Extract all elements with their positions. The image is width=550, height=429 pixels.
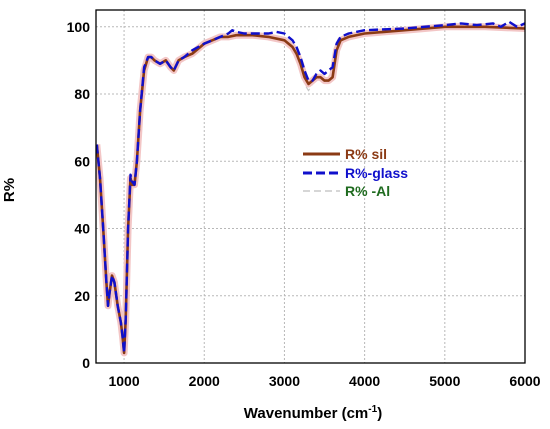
y-tick-label: 40 xyxy=(74,221,90,237)
y-tick-label: 60 xyxy=(74,153,90,169)
y-tick-label: 100 xyxy=(67,19,91,35)
tick-labels: 1000 2000 3000 4000 5000 6000 0 20 40 60 80 100 xyxy=(67,19,541,389)
x-tick-label: 2000 xyxy=(189,373,220,389)
x-axis-label-superscript: -1 xyxy=(368,404,377,415)
x-axis-label: Wavenumber (cm-1) xyxy=(244,404,382,422)
x-tick-label: 5000 xyxy=(429,373,460,389)
series-line-0 xyxy=(96,25,525,355)
y-tick-label: 0 xyxy=(82,355,90,371)
x-tick-label: 4000 xyxy=(349,373,380,389)
series-layer xyxy=(96,20,525,357)
x-axis-label-close: ) xyxy=(377,405,382,422)
series-line-2 xyxy=(96,26,525,354)
x-axis-label-main: Wavenumber (cm xyxy=(244,405,368,422)
y-tick-label: 80 xyxy=(74,86,90,102)
series-halo-0 xyxy=(96,23,525,357)
y-axis-label: R% xyxy=(1,178,18,202)
legend-label-2: R% -Al xyxy=(345,183,390,199)
legend-label-0: R% sil xyxy=(345,146,387,162)
plot-frame xyxy=(95,9,526,364)
legend: R% sil R%-glass R% -Al xyxy=(303,146,408,199)
x-tick-label: 3000 xyxy=(269,373,300,389)
series-line-1 xyxy=(96,20,525,355)
x-tick-label: 6000 xyxy=(509,373,540,389)
legend-label-1: R%-glass xyxy=(345,165,408,181)
y-tick-label: 20 xyxy=(74,288,90,304)
x-tick-label: 1000 xyxy=(108,373,139,389)
